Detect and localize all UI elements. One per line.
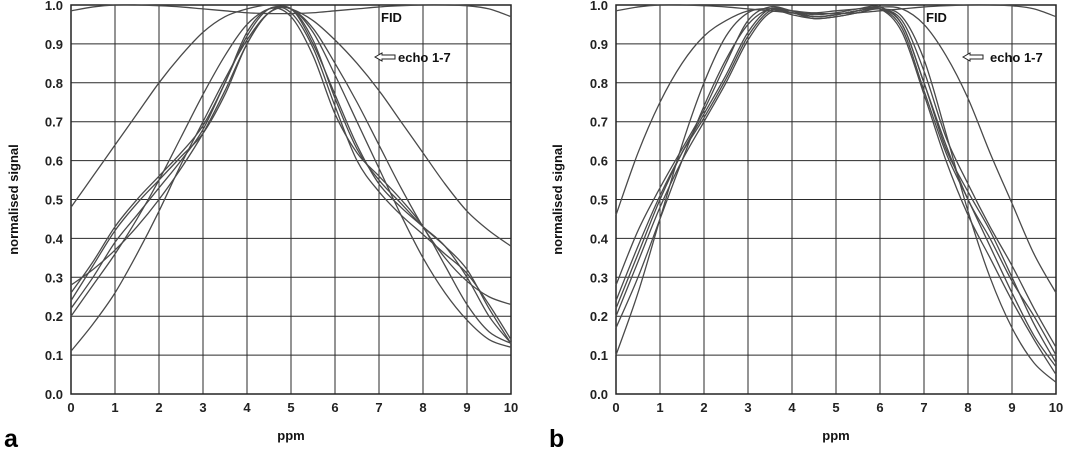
x-tick-label: 1 bbox=[656, 400, 663, 415]
series-line bbox=[615, 7, 1057, 364]
left-arrow-icon bbox=[961, 52, 984, 62]
panel-letter-b: b bbox=[549, 425, 564, 452]
x-tick-label: 3 bbox=[199, 400, 206, 415]
series-line bbox=[615, 4, 1057, 18]
y-tick-label: 0.7 bbox=[45, 115, 63, 130]
x-tick-label: 9 bbox=[463, 400, 470, 415]
x-tick-label: 1 bbox=[111, 400, 118, 415]
y-tick-label: 0.6 bbox=[590, 154, 608, 169]
plot-frame bbox=[70, 4, 512, 395]
echo-label: echo 1-7 bbox=[398, 50, 451, 65]
y-axis-label: normalised signal bbox=[550, 144, 565, 255]
x-tick-label: 9 bbox=[1008, 400, 1015, 415]
y-tick-label: 0.0 bbox=[45, 387, 63, 402]
y-tick-label: 0.4 bbox=[590, 231, 609, 246]
x-axis-label: ppm bbox=[822, 428, 849, 443]
series-line bbox=[70, 6, 512, 340]
left-arrow-icon bbox=[373, 52, 396, 62]
x-tick-label: 5 bbox=[832, 400, 839, 415]
series-line bbox=[615, 7, 1057, 348]
series-line bbox=[615, 6, 1057, 294]
y-tick-label: 0.2 bbox=[45, 309, 63, 324]
x-tick-label: 4 bbox=[788, 400, 796, 415]
panel-letter-a: a bbox=[4, 425, 19, 452]
y-tick-label: 0.5 bbox=[45, 193, 63, 208]
y-tick-label: 0.1 bbox=[45, 348, 63, 363]
y-tick-label: 1.0 bbox=[590, 0, 608, 13]
x-tick-label: 2 bbox=[155, 400, 162, 415]
y-tick-label: 1.0 bbox=[45, 0, 63, 13]
y-tick-label: 0.8 bbox=[45, 76, 63, 91]
y-tick-label: 0.2 bbox=[590, 309, 608, 324]
x-tick-label: 8 bbox=[419, 400, 426, 415]
y-tick-label: 0.0 bbox=[590, 387, 608, 402]
y-tick-label: 0.9 bbox=[590, 37, 608, 52]
x-tick-label: 0 bbox=[67, 400, 74, 415]
y-axis-label: normalised signal bbox=[6, 144, 21, 255]
x-tick-label: 10 bbox=[504, 400, 518, 415]
series-line bbox=[70, 7, 512, 345]
x-tick-label: 0 bbox=[612, 400, 619, 415]
x-tick-label: 3 bbox=[744, 400, 751, 415]
panel-b: b 0 1 2 3 4 5 6 7 8 9 10 0.0 0.1 0.2 0.3 0.4 0.5 0.6 0.7 0.… bbox=[549, 0, 1063, 452]
x-tick-label: 6 bbox=[876, 400, 883, 415]
panel-a: a 0 1 2 3 4 5 6 7 8 9 10 0.0 0.1 0.2 0.3 0.4 0.5 0.6 0.7 0.… bbox=[4, 0, 518, 452]
y-tick-label: 0.9 bbox=[45, 37, 63, 52]
x-tick-label: 2 bbox=[700, 400, 707, 415]
y-tick-label: 0.4 bbox=[45, 231, 64, 246]
x-tick-label: 8 bbox=[964, 400, 971, 415]
series-line bbox=[615, 5, 1057, 356]
echo-label: echo 1-7 bbox=[990, 50, 1043, 65]
y-tick-label: 0.3 bbox=[45, 270, 63, 285]
x-tick-label: 10 bbox=[1049, 400, 1063, 415]
x-tick-label: 4 bbox=[243, 400, 251, 415]
x-tick-label: 6 bbox=[331, 400, 338, 415]
y-tick-label: 0.7 bbox=[590, 115, 608, 130]
x-axis-label: ppm bbox=[277, 428, 304, 443]
fid-label: FID bbox=[381, 10, 402, 25]
y-tick-label: 0.8 bbox=[590, 76, 608, 91]
series-line bbox=[70, 5, 512, 344]
y-tick-label: 0.1 bbox=[590, 348, 608, 363]
fid-label: FID bbox=[926, 10, 947, 25]
x-tick-label: 7 bbox=[920, 400, 927, 415]
y-tick-label: 0.6 bbox=[45, 154, 63, 169]
y-tick-label: 0.3 bbox=[590, 270, 608, 285]
plot-frame bbox=[615, 4, 1057, 395]
x-tick-label: 7 bbox=[375, 400, 382, 415]
x-tick-label: 5 bbox=[287, 400, 294, 415]
y-tick-label: 0.5 bbox=[590, 193, 608, 208]
